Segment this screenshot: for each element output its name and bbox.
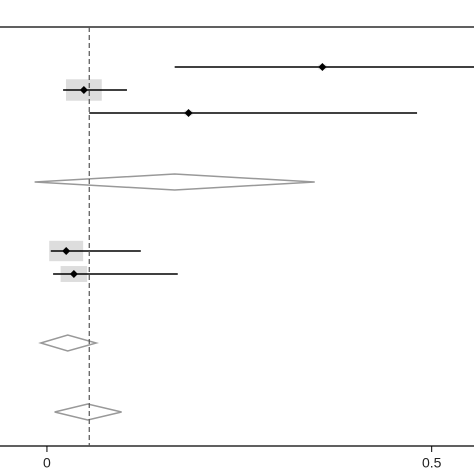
plot-area (34, 27, 474, 446)
point-estimate (318, 63, 327, 71)
point-estimate (184, 109, 193, 117)
summary-diamond (38, 334, 99, 352)
x-tick-label: 0 (43, 455, 51, 471)
point-estimate (62, 247, 71, 255)
summary-diamond (34, 173, 315, 191)
x-tick-label: 0.5 (422, 455, 442, 471)
summary-diamond (54, 403, 122, 421)
point-estimate (79, 86, 88, 94)
point-estimate (69, 270, 78, 278)
